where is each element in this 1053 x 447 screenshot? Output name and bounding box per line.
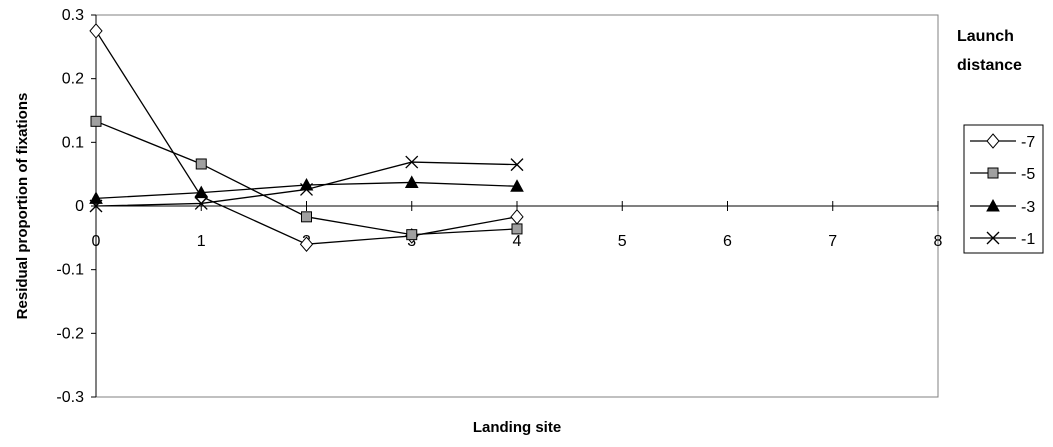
y-tick-label: -0.2 [56,325,84,342]
data-point-marker [89,23,103,39]
legend-label: -5 [1021,166,1035,183]
legend-item: -3 [970,198,1035,216]
y-axis-title: Residual proportion of fixations [14,93,31,320]
legend-marker [986,198,1000,212]
x-tick-label: 6 [723,233,732,250]
x-axis-title: Landing site [473,419,561,436]
series-2 [90,115,523,241]
x-tick-label: 4 [513,233,522,250]
legend-label: -3 [1021,199,1035,216]
y-tick-label: 0 [75,198,84,215]
data-point-marker [300,182,313,196]
legend-item: -1 [970,231,1035,248]
y-tick-label: 0.1 [62,134,84,151]
x-tick-label: 7 [828,233,837,250]
y-tick-label: 0.2 [62,71,84,88]
legend-marker [986,133,1000,149]
x-tick-label: 8 [934,233,943,250]
series-layer [89,23,524,252]
legend-box [963,124,1044,254]
legend-title-line-1: Launch [957,28,1014,45]
legend-item: -5 [970,166,1035,183]
data-point-marker [405,155,419,169]
legend-item: -7 [970,133,1035,151]
data-point-marker [511,223,523,235]
data-point-marker [194,196,208,210]
y-tick-label: 0.3 [62,7,84,24]
x-tick-label: 1 [197,233,206,250]
y-tick-label: -0.3 [56,389,84,406]
series-3 [89,175,524,204]
series-4 [89,155,524,213]
data-point-marker [301,211,312,223]
legend-marker [986,231,1000,245]
data-point-marker [510,158,524,172]
legend-title-line-2: distance [957,57,1022,74]
legend-label: -1 [1021,231,1035,248]
y-ticks: -0.3 -0.2 -0.1 0 0.1 0.2 0.3 [56,7,96,406]
legend-marker [987,167,999,179]
legend-items: -7 -5 -3 -1 [970,133,1035,248]
data-point-marker [90,115,102,127]
data-point-marker [194,185,209,199]
data-point-marker [89,199,103,213]
data-point-marker [299,236,314,252]
x-tick-label: 5 [618,233,627,250]
data-point-marker [510,179,524,192]
x-tick-label: 0 [92,233,101,250]
legend-label: -7 [1021,134,1035,151]
data-point-marker [404,175,419,188]
data-point-marker [195,158,207,170]
data-point-marker [406,229,418,241]
data-point-marker [89,191,103,204]
y-tick-label: -0.1 [56,262,84,279]
